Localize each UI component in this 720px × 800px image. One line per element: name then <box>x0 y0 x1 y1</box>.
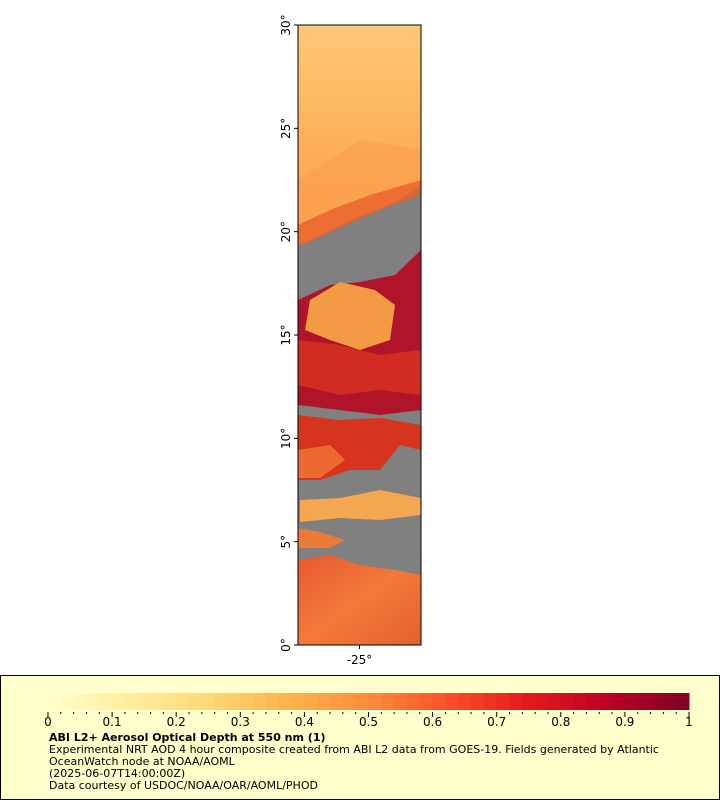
colorbar-cell <box>406 693 421 710</box>
latitude-axis: 0° 5° 10° 15° 20° 25° 30° <box>279 14 298 652</box>
lat-tick-label: 30° <box>279 14 293 35</box>
colorbar-cell <box>419 693 434 710</box>
colorbar-cell <box>637 693 652 710</box>
colorbar-cell <box>560 693 575 710</box>
aod-region-5n <box>298 528 345 548</box>
colorbar-cell <box>676 693 690 710</box>
colorbar-cells <box>48 693 690 710</box>
colorbar-cell <box>624 693 639 710</box>
colorbar-cell <box>342 693 357 710</box>
colorbar-tick-label: 0.5 <box>359 715 378 729</box>
colorbar-cell <box>445 693 459 710</box>
colorbar-cell <box>253 693 267 710</box>
colorbar-cell <box>522 693 536 710</box>
map-plot <box>297 24 422 646</box>
colorbar-tick-label: 0.7 <box>487 715 506 729</box>
aod-region-central-mid <box>298 340 421 395</box>
aod-region-6n <box>300 490 421 522</box>
colorbar-cell <box>73 693 87 710</box>
colorbar-cell <box>650 693 664 710</box>
lat-tick-label: 15° <box>279 324 293 345</box>
colorbar-cell <box>124 693 139 710</box>
colorbar-cell <box>227 693 241 710</box>
colorbar-cell <box>471 693 485 710</box>
lat-tick-label: 10° <box>279 428 293 449</box>
colorbar-cell <box>291 693 305 710</box>
colorbar-tick-label: 0.8 <box>551 715 570 729</box>
colorbar-cell <box>612 693 626 710</box>
colorbar-cell <box>496 693 511 710</box>
colorbar-cell <box>330 693 344 710</box>
colorbar-ticks: 0 0.1 0.2 0.3 0.4 0.5 0.6 0.7 0.8 0.9 1 <box>44 712 693 729</box>
colorbar: 0 0.1 0.2 0.3 0.4 0.5 0.6 0.7 0.8 0.9 1 <box>44 693 693 729</box>
aod-region-10n-light <box>298 445 345 478</box>
colorbar-cell <box>48 693 62 710</box>
aod-map: 0° 5° 10° 15° 20° 25° 30° -25° <box>279 14 422 667</box>
colorbar-cell <box>547 693 562 710</box>
colorbar-cell <box>599 693 613 710</box>
colorbar-cell <box>214 693 228 710</box>
colorbar-cell <box>432 693 446 710</box>
legend-panel: 0 0.1 0.2 0.3 0.4 0.5 0.6 0.7 0.8 0.9 1 ABI L2+ Ae… <box>0 675 720 800</box>
colorbar-cell <box>176 693 190 710</box>
longitude-axis: -25° <box>347 645 373 667</box>
colorbar-tick-label: 0.3 <box>231 715 250 729</box>
colorbar-tick-label: 0.6 <box>423 715 442 729</box>
colorbar-cell <box>304 693 318 710</box>
aod-region-central-inner <box>305 282 395 350</box>
colorbar-cell <box>189 693 203 710</box>
colorbar-cell <box>265 693 280 710</box>
colorbar-cell <box>586 693 600 710</box>
lat-tick-label: 0° <box>279 638 293 652</box>
colorbar-cell <box>535 693 549 710</box>
colorbar-tick-label: 0.1 <box>103 715 122 729</box>
colorbar-cell <box>150 693 164 710</box>
legend-credit: Data courtesy of USDOC/NOAA/OAR/AOML/PHO… <box>49 779 318 792</box>
colorbar-cell <box>355 693 369 710</box>
colorbar-cell <box>394 693 408 710</box>
colorbar-cell <box>278 693 293 710</box>
colorbar-cell <box>60 693 75 710</box>
colorbar-cell <box>240 693 254 710</box>
colorbar-cell <box>137 693 152 710</box>
aod-region-north-edge <box>298 180 421 245</box>
legend-timestamp: (2025-06-07T14:00:00Z) <box>49 767 186 780</box>
colorbar-cell <box>509 693 523 710</box>
colorbar-cell <box>381 693 395 710</box>
colorbar-cell <box>573 693 587 710</box>
lon-tick-label: -25° <box>347 653 373 667</box>
colorbar-tick-label: 0 <box>44 715 52 729</box>
colorbar-cell <box>99 693 113 710</box>
colorbar-cell <box>163 693 177 710</box>
legend-text: ABI L2+ Aerosol Optical Depth at 550 nm … <box>49 732 709 792</box>
colorbar-cell <box>201 693 216 710</box>
colorbar-cell <box>458 693 472 710</box>
lat-tick-label: 25° <box>279 118 293 139</box>
lat-tick-label: 20° <box>279 221 293 242</box>
colorbar-cell <box>368 693 382 710</box>
colorbar-cell <box>317 693 331 710</box>
colorbar-cell <box>112 693 126 710</box>
colorbar-tick-label: 1 <box>685 715 693 729</box>
colorbar-cell <box>483 693 498 710</box>
colorbar-tick-label: 0.9 <box>615 715 634 729</box>
map-area: 0° 5° 10° 15° 20° 25° 30° -25° <box>279 14 422 667</box>
legend-description: Experimental NRT AOD 4 hour composite cr… <box>49 743 659 768</box>
colorbar-cell <box>86 693 100 710</box>
colorbar-tick-label: 0.4 <box>295 715 314 729</box>
aod-region-south <box>298 555 421 645</box>
lat-tick-label: 5° <box>279 535 293 549</box>
colorbar-tick-label: 0.2 <box>167 715 186 729</box>
colorbar-cell <box>663 693 677 710</box>
legend-title: ABI L2+ Aerosol Optical Depth at 550 nm … <box>49 731 326 744</box>
